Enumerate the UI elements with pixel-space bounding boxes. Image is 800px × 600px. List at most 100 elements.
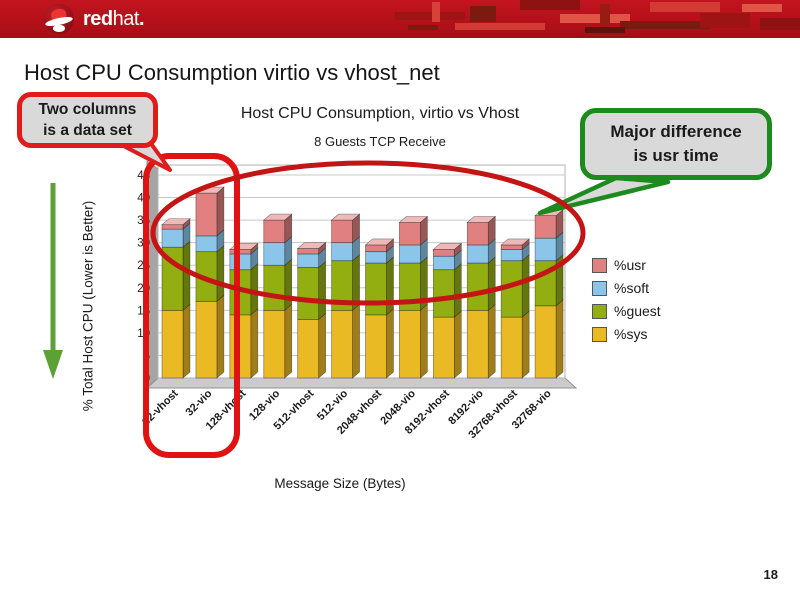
bar-segment-%sys (399, 309, 421, 379)
bar-segment-%soft (297, 253, 320, 268)
banner-mosaic-shape (600, 4, 610, 28)
bar-side-%sys (420, 303, 428, 379)
x-tick-label: 2048-vhost (335, 387, 384, 436)
bar-segment-%sys (365, 314, 387, 379)
bar-side-%soft (454, 249, 462, 271)
banner-mosaic-shape (620, 21, 710, 29)
x-tick-label: 32768-vhost (466, 387, 520, 441)
green-down-arrow-head (43, 350, 63, 379)
bar-side-%sys (521, 310, 530, 379)
x-tick-label: 8192-vhost (403, 387, 452, 436)
bar-segment-%sys (432, 316, 455, 379)
page-number: 18 (763, 567, 778, 582)
page-title: Host CPU Consumption virtio vs vhost_net (24, 60, 440, 85)
bar-side-%sys (250, 308, 259, 379)
banner-mosaic-shape (700, 13, 750, 28)
bar-side-%sys (555, 299, 564, 379)
bar-segment-%guest (399, 262, 421, 311)
legend-swatch-sys (592, 326, 607, 342)
bar-segment-%sys (263, 309, 286, 379)
bar-segment-%guest (297, 267, 320, 320)
banner-mosaic-shape (650, 2, 720, 12)
banner-mosaic-shape (432, 2, 440, 22)
bar-side-%usr (352, 213, 360, 244)
banner-mosaic-shape (408, 25, 438, 30)
bar-side-%sys (284, 303, 293, 379)
legend-item-sys: %sys (592, 326, 661, 342)
banner-mosaic-shape (395, 12, 465, 20)
bar-side-%sys (318, 312, 326, 379)
bar-side-%soft (521, 242, 530, 262)
legend-label-usr: %usr (614, 257, 646, 273)
bar-segment-%guest (534, 260, 557, 307)
legend-item-usr: %usr (592, 257, 661, 273)
bar-top (432, 243, 463, 250)
bar-segment-%usr (432, 249, 455, 257)
bar-2048-vhost (364, 238, 395, 379)
redhat-logo-text: redhat. (83, 7, 145, 30)
bar-side-%guest (521, 254, 530, 318)
banner-mosaic-shape (742, 4, 782, 12)
bar-side-%soft (318, 247, 326, 269)
bar-side-%usr (284, 213, 293, 244)
bar-top (296, 242, 327, 249)
bar-segment-%guest (263, 264, 286, 311)
callout-two-columns-line2: is a data set (43, 121, 132, 139)
bar-side-%usr (318, 241, 326, 255)
bar-side-%sys (454, 310, 462, 379)
bar-segment-%soft (500, 249, 523, 262)
bar-segment-%guest (365, 262, 387, 316)
bar-segment-%soft (432, 255, 455, 271)
x-tick-label: 128-vio (247, 387, 282, 422)
x-tick-label: 512-vhost (271, 387, 316, 432)
bar-segment-%guest (331, 260, 353, 311)
bar-segment-%guest (466, 262, 489, 311)
bar-segment-%usr (365, 244, 387, 253)
banner-mosaic-shape (560, 14, 630, 23)
redhat-logo: redhat. (44, 4, 145, 34)
legend-swatch-guest (592, 303, 607, 319)
bar-512-vhost (296, 241, 327, 379)
bar-segment-%guest (432, 269, 455, 318)
y-axis-title: % Total Host CPU (Lower is Better) (80, 200, 96, 412)
bar-segment-%soft (534, 237, 557, 262)
bar-segment-%sys (500, 316, 523, 379)
banner-mosaic-shape (520, 0, 580, 10)
bar-side-%soft (555, 231, 564, 262)
bar-side-%guest (555, 254, 564, 307)
legend-swatch-soft (592, 280, 607, 296)
banner-mosaic-shape (760, 18, 800, 30)
bar-side-%guest (250, 263, 259, 316)
chart-legend: %usr %soft %guest %sys (592, 257, 661, 342)
bar-segment-%soft (466, 244, 489, 264)
bar-segment-%usr (534, 215, 557, 239)
bar-segment-%usr (263, 219, 286, 244)
bar-segment-%sys (297, 319, 320, 379)
bar-top (330, 213, 361, 221)
bar-top (364, 238, 395, 246)
redhat-banner: redhat. (0, 0, 800, 38)
bar-side-%usr (420, 215, 428, 246)
bar-top (534, 209, 564, 216)
bar-segment-%sys (534, 305, 557, 379)
legend-label-sys: %sys (614, 326, 648, 342)
bar-side-%guest (318, 260, 326, 321)
bar-segment-%soft (331, 242, 353, 262)
bar-side-%soft (284, 236, 293, 266)
bar-side-%soft (487, 238, 496, 264)
bar-8192-vhost (432, 242, 463, 379)
bar-top (500, 238, 530, 246)
x-tick-label: 2048-vio (378, 387, 418, 427)
redhat-hat-icon (44, 4, 74, 34)
bar-128-vio (262, 213, 293, 379)
bar-side-%usr (250, 242, 259, 255)
x-axis-title: Message Size (Bytes) (274, 476, 406, 491)
bar-side-%soft (250, 247, 259, 271)
bar-segment-%usr (500, 244, 523, 250)
bar-side-%guest (284, 258, 293, 311)
banner-mosaic-shape (470, 6, 496, 22)
bar-32768-vio (534, 208, 564, 379)
legend-label-soft: %soft (614, 280, 650, 296)
